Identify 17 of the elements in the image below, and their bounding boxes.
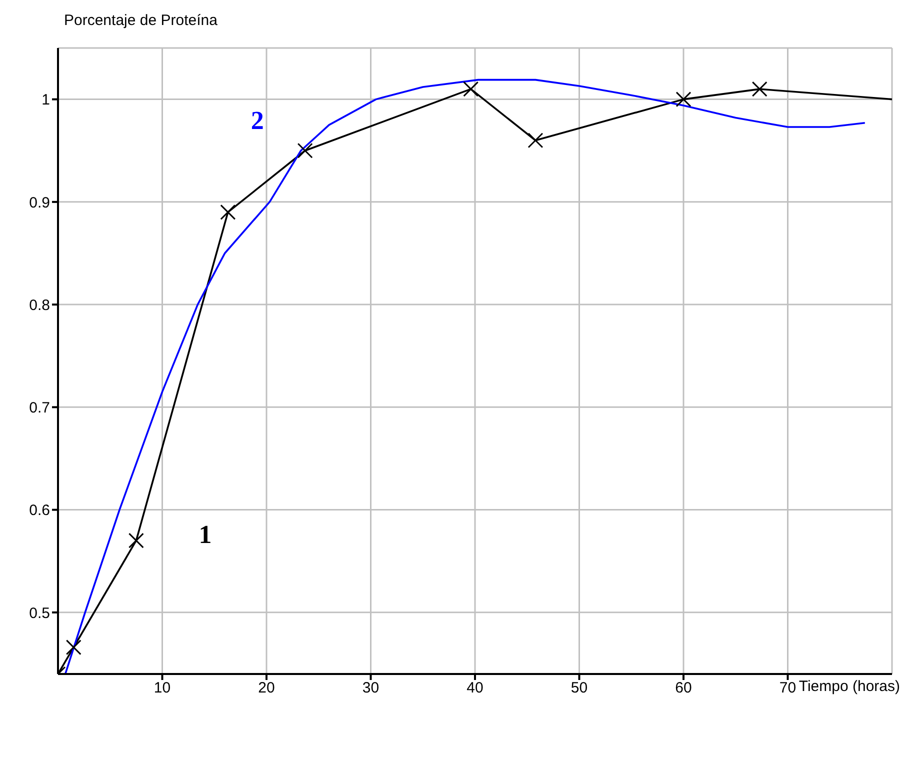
x-tick-label: 50 bbox=[570, 680, 588, 697]
x-axis-title: Tiempo (horas) bbox=[798, 678, 900, 695]
x-tick-label: 10 bbox=[154, 680, 171, 697]
x-tick-label: 60 bbox=[675, 680, 692, 697]
text: 1 bbox=[198, 520, 212, 549]
y-tick-label: 0.6 bbox=[29, 502, 50, 520]
y-axis-title: Porcentaje de Proteína bbox=[64, 12, 218, 29]
y-tick-label: 0.7 bbox=[29, 400, 50, 417]
x-tick-label: 20 bbox=[258, 680, 275, 697]
x-tick-label: 30 bbox=[362, 680, 380, 697]
y-tick-label: 0.9 bbox=[29, 194, 50, 212]
y-tick-label: 1 bbox=[42, 92, 50, 109]
x-tick-label: 40 bbox=[466, 680, 484, 697]
y-tick-label: 0.5 bbox=[29, 604, 50, 622]
x-tick-label: 70 bbox=[779, 680, 796, 697]
y-tick-label: 0.8 bbox=[29, 296, 50, 314]
series-label: 2 bbox=[250, 106, 264, 135]
